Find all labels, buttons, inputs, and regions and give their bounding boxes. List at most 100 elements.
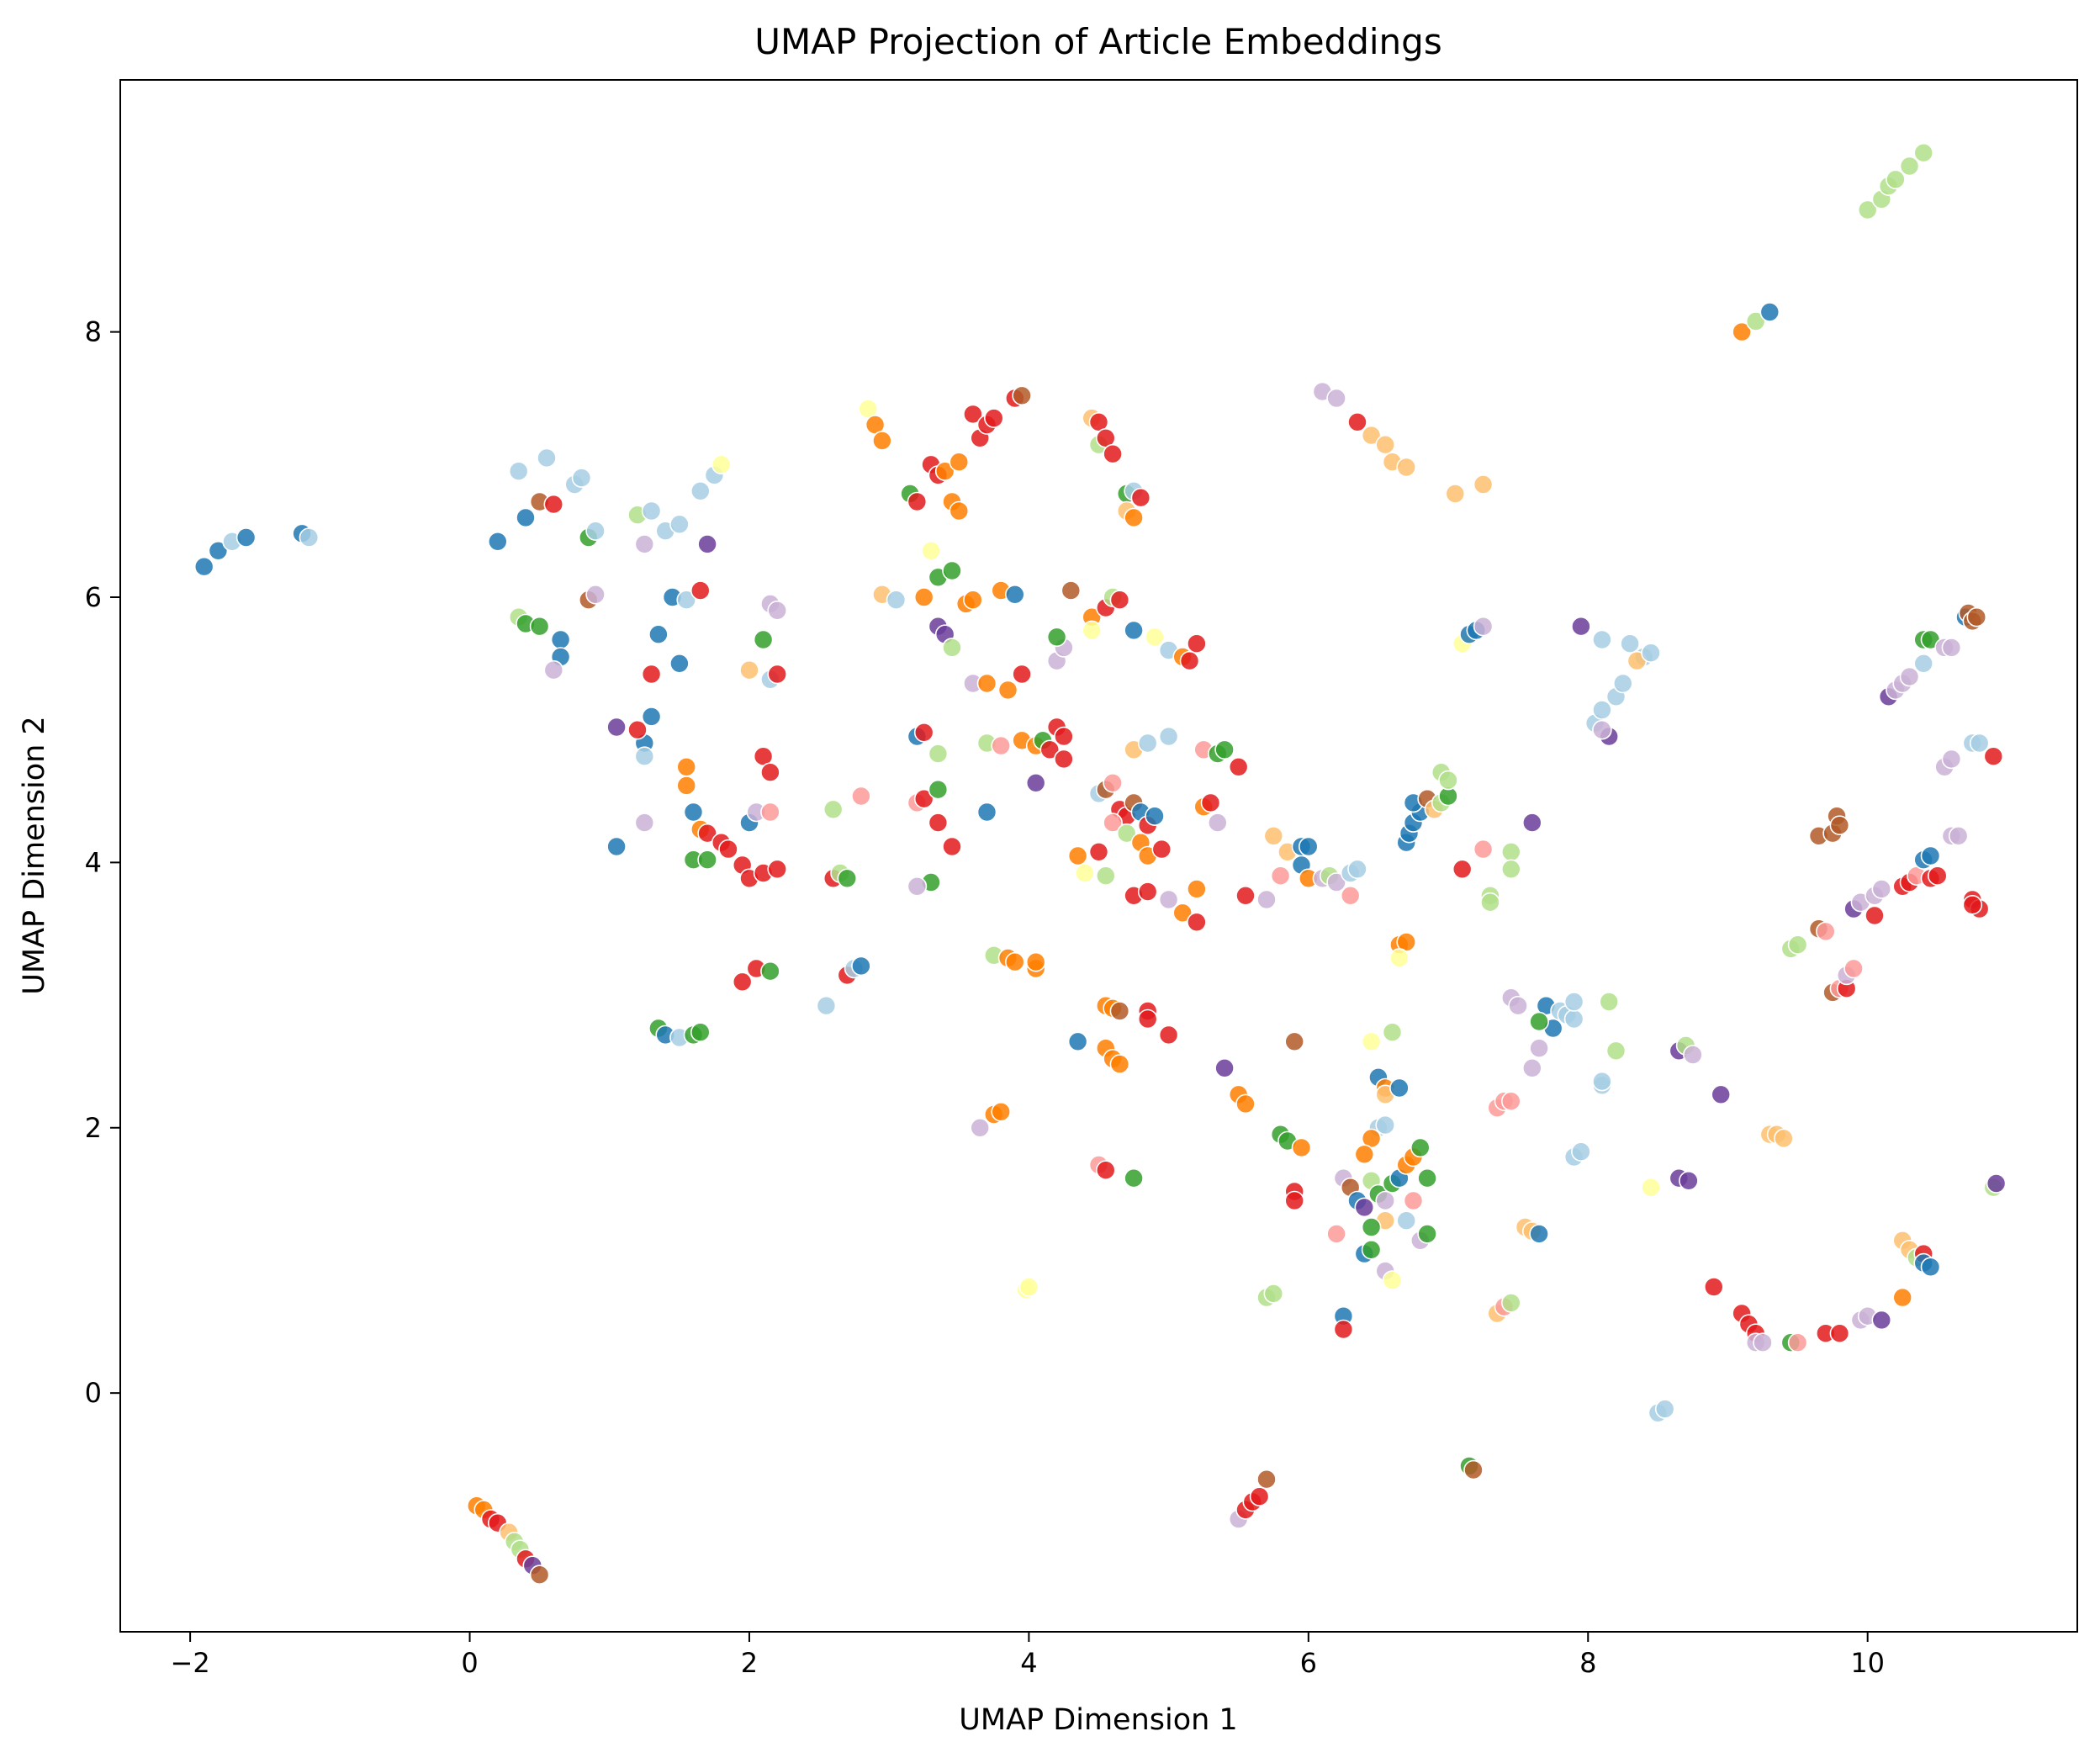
scatter-point xyxy=(1018,1277,1039,1297)
scatter-point xyxy=(1158,889,1179,910)
scatter-point xyxy=(1326,872,1346,892)
scatter-point xyxy=(1270,866,1291,886)
scatter-point xyxy=(1501,1293,1521,1313)
scatter-point xyxy=(1787,1332,1808,1353)
scatter-point xyxy=(1375,1114,1395,1136)
scatter-point xyxy=(487,531,508,552)
x-tick-label: 4 xyxy=(1020,1647,1037,1679)
y-tick-label: 6 xyxy=(85,581,102,613)
scatter-point xyxy=(1103,772,1123,793)
scatter-point xyxy=(1463,1459,1484,1480)
scatter-point xyxy=(886,590,907,611)
x-axis-label: UMAP Dimension 1 xyxy=(959,1703,1237,1737)
scatter-point xyxy=(1137,733,1158,754)
scatter-point xyxy=(683,802,704,823)
y-tick-label: 2 xyxy=(85,1112,102,1144)
scatter-point xyxy=(1145,627,1165,648)
scatter-point xyxy=(976,673,997,694)
scatter-point xyxy=(928,779,949,800)
scatter-point xyxy=(648,624,669,645)
scatter-point xyxy=(1124,507,1144,528)
scatter-point xyxy=(1571,1141,1591,1162)
scatter-point xyxy=(1179,650,1200,671)
scatter-point xyxy=(1375,434,1395,455)
scatter-point xyxy=(1361,425,1382,446)
scatter-point xyxy=(1263,825,1284,846)
scatter-point xyxy=(1983,746,2004,767)
scatter-point xyxy=(208,540,229,561)
scatter-point xyxy=(634,746,655,767)
scatter-point xyxy=(585,584,606,605)
scatter-point xyxy=(1892,1287,1912,1308)
scatter-point xyxy=(1948,825,1969,846)
scatter-point xyxy=(1361,1240,1382,1260)
scatter-point xyxy=(543,659,564,680)
scatter-point xyxy=(1347,411,1367,432)
scatter-point xyxy=(1158,1024,1179,1046)
y-tick-label: 0 xyxy=(85,1377,102,1409)
scatter-point xyxy=(963,590,983,611)
scatter-point xyxy=(1103,443,1123,464)
scatter-point xyxy=(1375,1190,1395,1211)
scatter-point xyxy=(1096,1160,1116,1180)
scatter-point xyxy=(1871,879,1892,899)
scatter-point xyxy=(585,521,606,542)
scatter-point xyxy=(907,491,928,512)
scatter-point xyxy=(606,717,627,738)
scatter-point xyxy=(1054,749,1074,770)
scatter-point xyxy=(1124,1167,1144,1189)
scatter-point xyxy=(1130,487,1151,508)
scatter-point xyxy=(1563,1009,1584,1030)
scatter-point xyxy=(641,500,662,521)
scatter-point xyxy=(1641,643,1661,664)
scatter-point xyxy=(634,534,655,554)
scatter-point xyxy=(963,404,983,425)
scatter-point xyxy=(1592,629,1612,650)
scatter-point xyxy=(1067,1031,1088,1052)
scatter-point xyxy=(669,514,690,535)
scatter-point xyxy=(1389,948,1410,968)
scatter-point xyxy=(1005,584,1025,605)
scatter-point xyxy=(1899,666,1920,687)
scatter-point xyxy=(1354,1144,1375,1165)
scatter-point xyxy=(1340,886,1361,906)
scatter-point xyxy=(1417,1167,1437,1189)
scatter-point xyxy=(1214,1058,1235,1078)
scatter-point xyxy=(1158,726,1179,747)
scatter-point xyxy=(1928,866,1948,886)
scatter-point xyxy=(508,461,529,482)
scatter-point xyxy=(1986,1173,2007,1194)
scatter-point xyxy=(976,802,997,823)
scatter-point xyxy=(823,799,844,820)
scatter-point xyxy=(1417,1224,1437,1244)
scatter-point xyxy=(516,507,536,528)
scatter-point xyxy=(1082,620,1102,641)
scatter-point xyxy=(543,494,564,515)
scatter-point xyxy=(1613,673,1633,694)
scatter-point xyxy=(1592,700,1612,720)
scatter-point xyxy=(1214,739,1235,760)
scatter-point xyxy=(1829,815,1850,836)
scatter-point xyxy=(1012,664,1032,685)
scatter-point xyxy=(1501,1091,1521,1111)
scatter-point xyxy=(1620,633,1640,654)
scatter-point xyxy=(760,961,780,982)
scatter-point xyxy=(690,480,711,501)
y-tick-label: 4 xyxy=(85,846,102,878)
scatter-point xyxy=(753,629,774,650)
scatter-point xyxy=(739,659,759,680)
y-axis: 0 2 4 6 8 xyxy=(85,316,120,1409)
scatter-point xyxy=(1228,756,1249,777)
x-tick-label: 0 xyxy=(461,1647,478,1679)
scatter-point xyxy=(1732,321,1752,342)
scatter-point xyxy=(1061,580,1082,601)
scatter-point xyxy=(1088,841,1109,862)
scatter-point xyxy=(970,1118,990,1138)
scatter-point xyxy=(711,454,732,475)
chart-title: UMAP Projection of Article Embeddings xyxy=(754,21,1441,62)
scatter-point xyxy=(1410,1137,1431,1158)
scatter-point xyxy=(1263,1284,1284,1304)
scatter-point xyxy=(1361,1031,1382,1052)
scatter-point xyxy=(1522,1058,1542,1078)
scatter-point xyxy=(934,461,955,482)
